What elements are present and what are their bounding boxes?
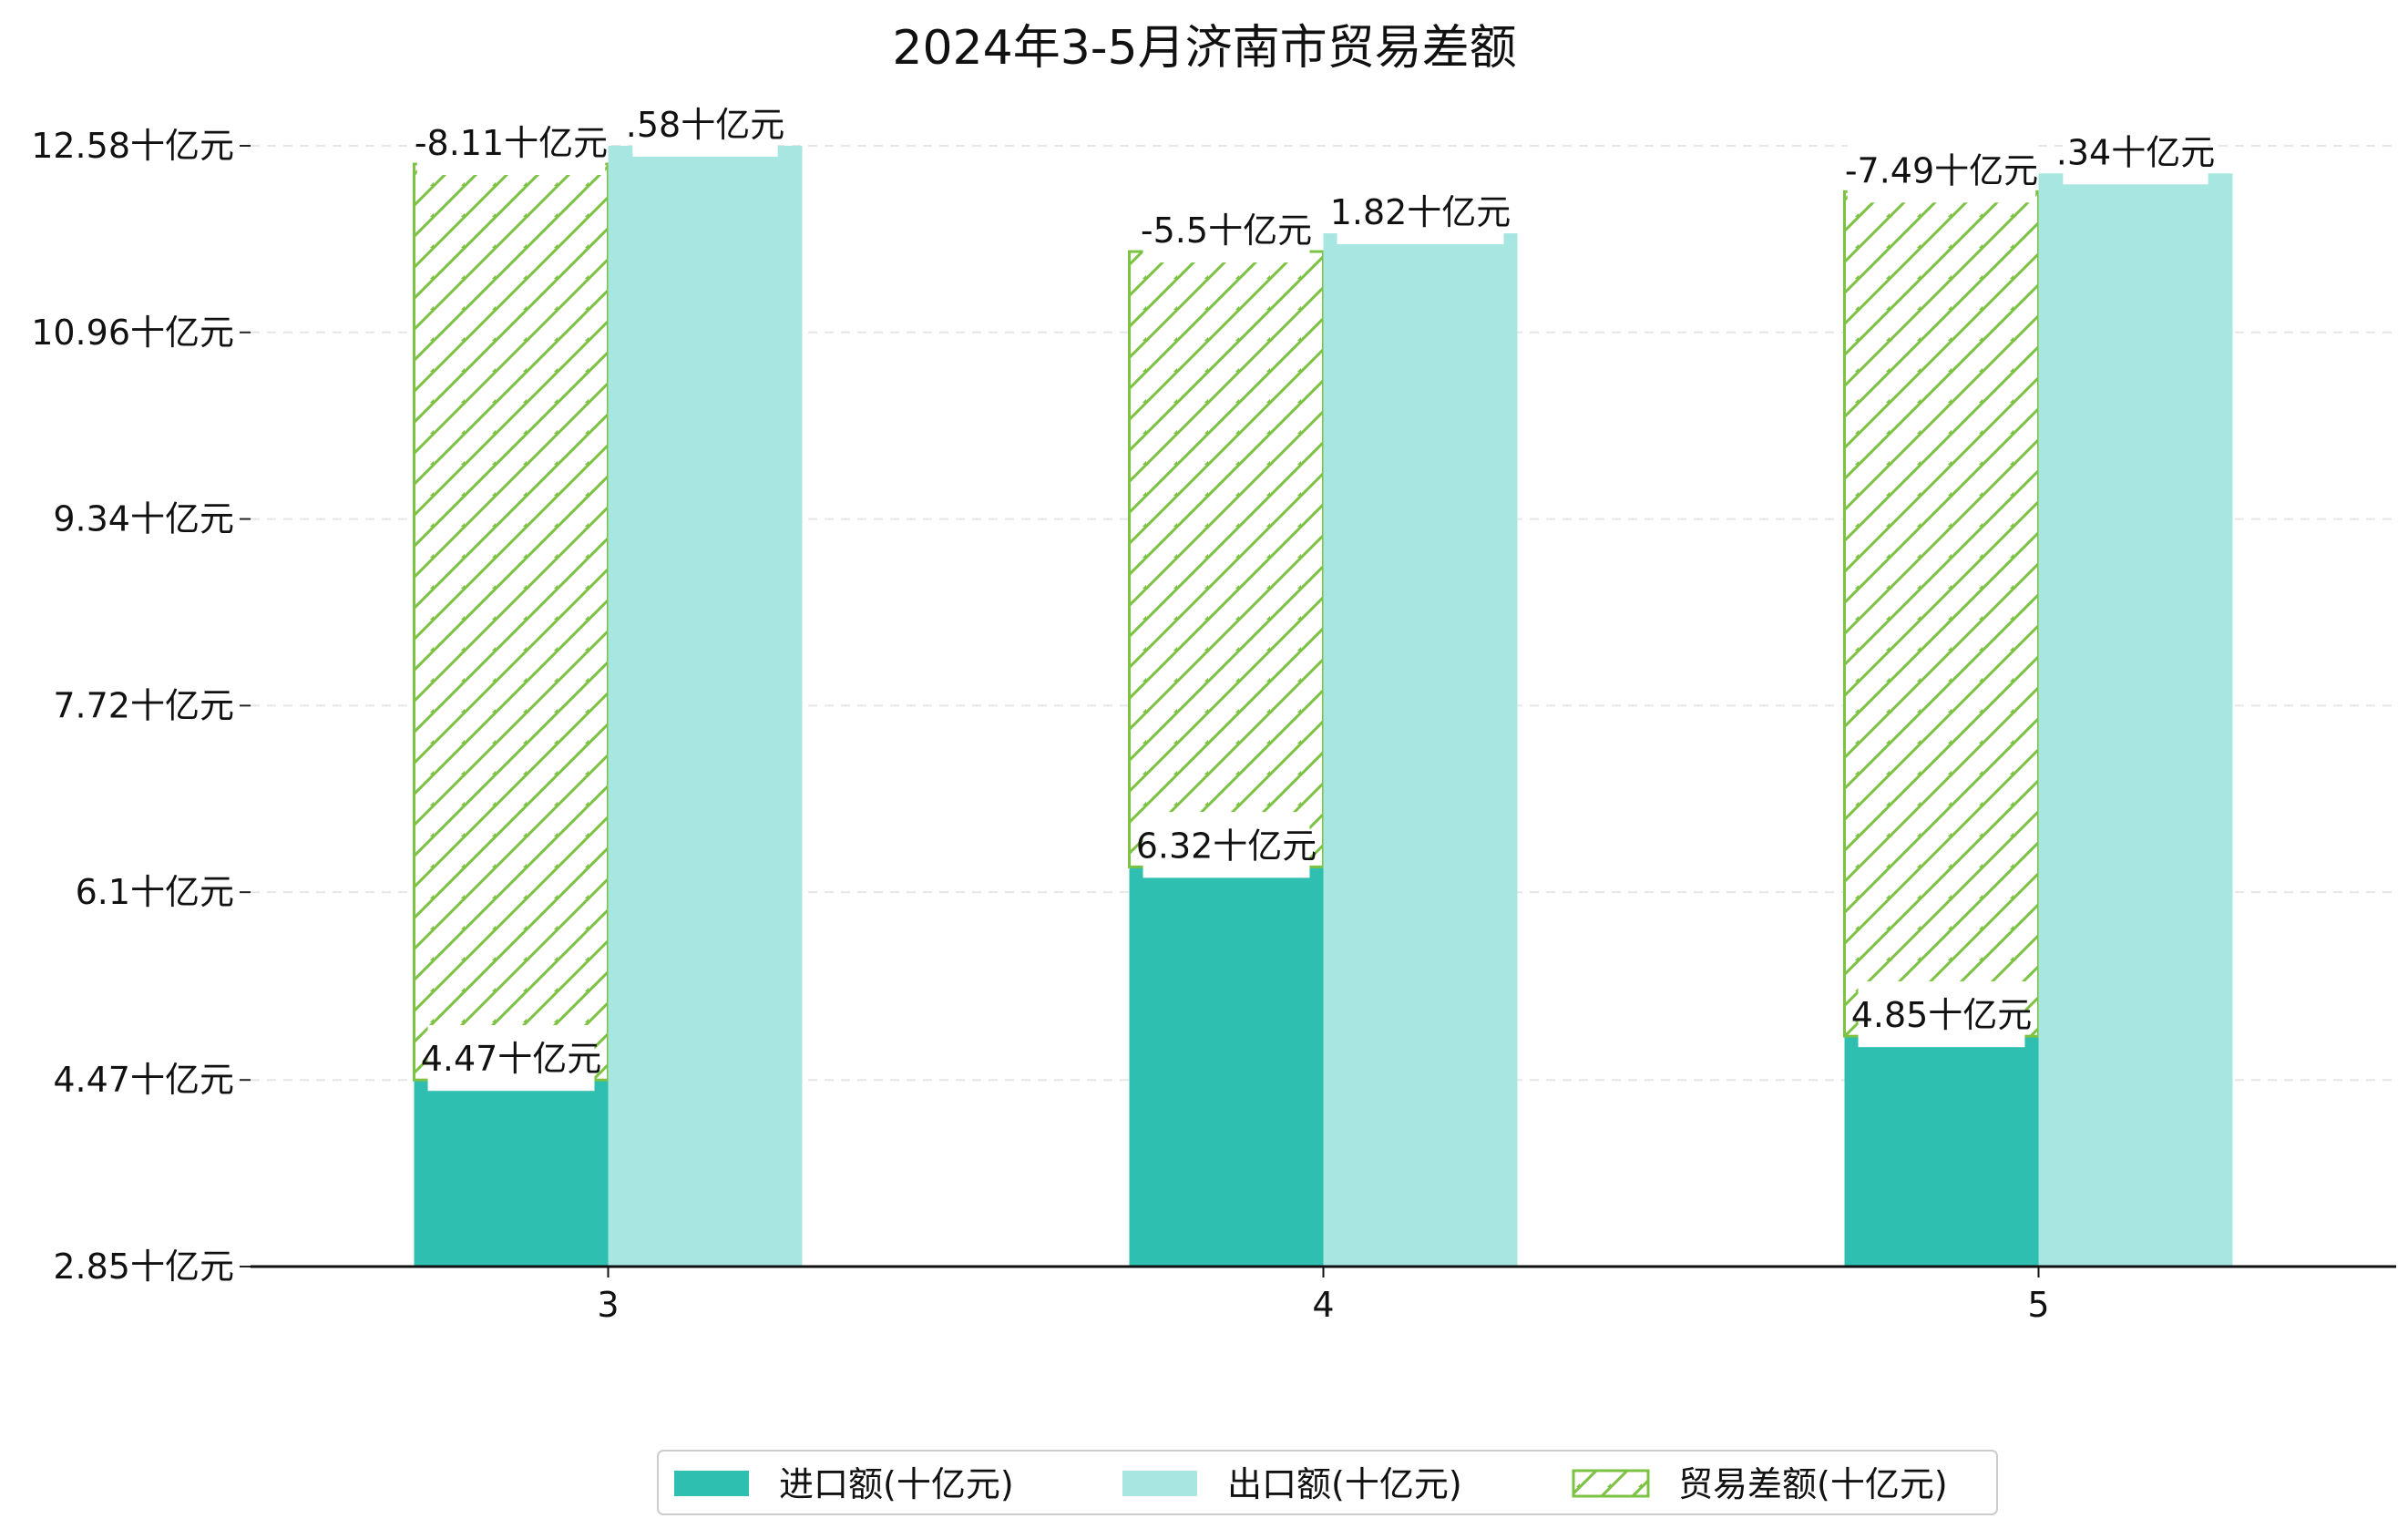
data-label-text: -8.11十亿元 — [415, 123, 608, 163]
y-tick-label: 4.47十亿元 — [53, 1060, 234, 1100]
bar-import — [1844, 1036, 2039, 1267]
data-label-text: 1.82十亿元 — [1330, 192, 1511, 232]
y-tick-label: 12.58十亿元 — [31, 126, 234, 166]
y-tick-label: 2.85十亿元 — [53, 1247, 234, 1287]
data-label-text: 4.47十亿元 — [421, 1039, 602, 1079]
data-label-background — [1847, 137, 2036, 203]
bar-import — [1129, 867, 1324, 1267]
data-label-background — [1143, 196, 1310, 263]
legend-box — [657, 1450, 1998, 1515]
data-label-background — [416, 108, 606, 175]
data-label: .34十亿元 — [2056, 118, 2215, 185]
data-label-background — [1858, 980, 2025, 1048]
bar-export — [608, 146, 803, 1267]
y-tick-label: 6.1十亿元 — [76, 872, 234, 912]
legend-swatch — [1572, 1469, 1650, 1498]
data-label: -7.49十亿元 — [1845, 137, 2038, 203]
legend-label: 贸易差额(十亿元) — [1678, 1464, 1948, 1504]
data-label: -5.5十亿元 — [1141, 196, 1312, 263]
legend-swatch — [1122, 1471, 1197, 1496]
legend-item: 贸易差额(十亿元) — [1572, 1464, 1948, 1504]
legend-item: 出口额(十亿元) — [1122, 1464, 1462, 1504]
bar-trade-balance — [1843, 190, 2040, 1038]
legend-label: 进口额(十亿元) — [779, 1464, 1014, 1504]
x-tick-label: 5 — [2027, 1285, 2049, 1325]
legend-swatch — [674, 1471, 749, 1496]
bars — [413, 146, 2233, 1267]
data-label: 4.85十亿元 — [1851, 980, 2033, 1048]
data-label-background — [632, 90, 778, 157]
legend-label: 出口额(十亿元) — [1227, 1464, 1462, 1504]
data-label: .58十亿元 — [626, 90, 784, 157]
x-tick-label: 4 — [1312, 1285, 1334, 1325]
data-label-text: 6.32十亿元 — [1136, 826, 1317, 866]
data-label-text: .58十亿元 — [626, 105, 784, 145]
bar-export — [2038, 173, 2233, 1267]
bar-import — [414, 1080, 609, 1267]
data-label-background — [427, 1025, 595, 1092]
data-label-text: -7.49十亿元 — [1845, 150, 2038, 190]
data-labels: 4.47十亿元 .58十亿元 -8.11十亿元 6.32十亿元 1.82十亿元 -5.5十… — [415, 90, 2215, 1092]
y-tick-label: 10.96十亿元 — [31, 313, 234, 353]
y-tick-label: 7.72十亿元 — [53, 685, 234, 725]
data-label: 6.32十亿元 — [1136, 812, 1317, 878]
data-label: -8.11十亿元 — [415, 108, 608, 175]
chart-title: 2024年3-5月济南市贸易差额 — [892, 21, 1516, 76]
data-label: 4.47十亿元 — [421, 1025, 602, 1092]
x-tick-label: 3 — [597, 1285, 619, 1325]
data-label: 1.82十亿元 — [1330, 178, 1511, 245]
legend-item: 进口额(十亿元) — [674, 1464, 1014, 1504]
y-tick-label: 9.34十亿元 — [53, 499, 234, 539]
bar-trade-balance — [413, 162, 610, 1082]
data-label-background — [1143, 812, 1310, 878]
data-label-text: .34十亿元 — [2056, 132, 2215, 172]
legend: 进口额(十亿元) 出口额(十亿元) 贸易差额(十亿元) — [657, 1450, 1998, 1515]
data-label-background — [2063, 118, 2208, 185]
data-label-background — [1337, 178, 1504, 245]
axes: 2.85十亿元 4.47十亿元 6.1十亿元 7.72十亿元 9.34十亿元 10.96十… — [31, 126, 2396, 1325]
data-label-text: 4.85十亿元 — [1851, 995, 2033, 1035]
data-label-text: -5.5十亿元 — [1141, 210, 1312, 251]
bar-export — [1323, 233, 1518, 1267]
bar-trade-balance — [1128, 250, 1325, 868]
